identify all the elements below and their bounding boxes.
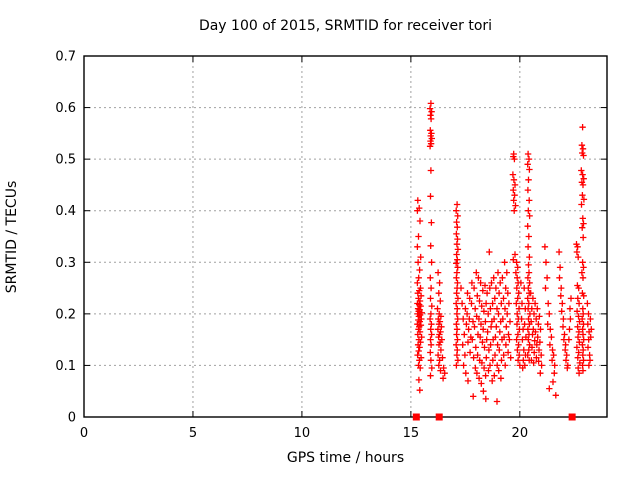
plot-border xyxy=(83,55,608,418)
y-tick-label: 0.5 xyxy=(55,153,76,168)
zero-value-marker xyxy=(568,413,576,421)
zero-value-marker xyxy=(412,413,420,421)
x-tick-label: 10 xyxy=(294,426,311,441)
y-tick-label: 0 xyxy=(68,411,76,426)
x-axis-label: GPS time / hours xyxy=(286,450,405,466)
y-tick-label: 0.1 xyxy=(55,359,76,374)
y-tick-label: 0.3 xyxy=(55,256,76,271)
y-tick-label: 0.2 xyxy=(55,307,76,322)
y-tick-label: 0.6 xyxy=(55,101,76,116)
x-tick-label: 5 xyxy=(189,426,197,441)
x-tick-label: 20 xyxy=(512,426,529,441)
x-tick-label: 0 xyxy=(80,426,88,441)
chart-title: Day 100 of 2015, SRMTID for receiver tor… xyxy=(198,18,493,34)
y-tick-label: 0.7 xyxy=(55,50,76,65)
x-tick-label: 15 xyxy=(403,426,420,441)
y-tick-label: 0.4 xyxy=(55,204,76,219)
scatter-points xyxy=(414,100,595,405)
zero-value-marker xyxy=(435,413,443,421)
